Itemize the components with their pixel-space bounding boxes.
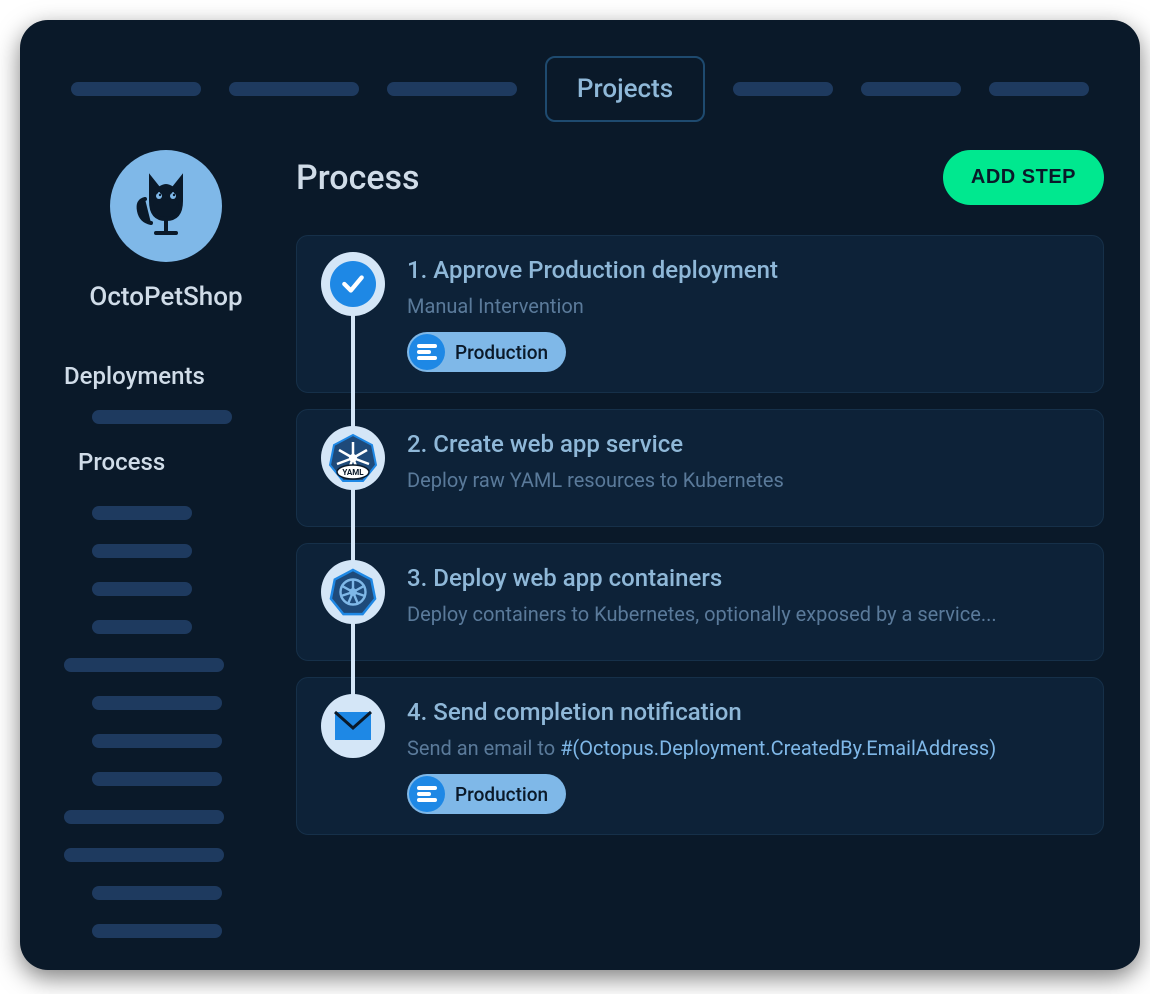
environment-chip[interactable]: Production xyxy=(407,774,566,814)
main-content: Process ADD STEP 1. Approve Production d… xyxy=(296,150,1104,962)
svg-text:YAML: YAML xyxy=(342,468,364,477)
step-title: 3. Deploy web app containers xyxy=(407,564,1083,592)
add-step-button[interactable]: ADD STEP xyxy=(943,150,1104,205)
sidebar-placeholder xyxy=(92,924,222,938)
step-subtitle: Deploy containers to Kubernetes, optiona… xyxy=(407,602,1083,626)
app-window: Projects OctoPetShop Deployments Process xyxy=(20,20,1140,970)
cat-icon xyxy=(131,171,201,241)
sidebar-placeholder xyxy=(92,734,222,748)
project-logo xyxy=(110,150,222,262)
step-subtitle: Send an email to #(Octopus.Deployment.Cr… xyxy=(407,736,1083,760)
page-title: Process xyxy=(296,158,420,198)
environment-chip-label: Production xyxy=(455,783,548,806)
step-card[interactable]: 1. Approve Production deployment Manual … xyxy=(296,235,1104,393)
step-title: 2. Create web app service xyxy=(407,430,1083,458)
nav-placeholder xyxy=(989,82,1089,96)
sidebar-placeholder xyxy=(92,620,192,634)
step-title: 1. Approve Production deployment xyxy=(407,256,1083,284)
step-subtitle: Deploy raw YAML resources to Kubernetes xyxy=(407,468,1083,492)
scope-icon xyxy=(409,334,445,370)
check-icon xyxy=(340,271,366,297)
nav-tab-projects[interactable]: Projects xyxy=(545,56,705,122)
nav-placeholder xyxy=(229,82,359,96)
kubernetes-yaml-icon: YAML xyxy=(327,432,379,484)
nav-placeholder xyxy=(733,82,833,96)
sidebar-placeholder xyxy=(92,544,192,558)
project-name: OctoPetShop xyxy=(56,282,276,312)
step-card[interactable]: 4. Send completion notification Send an … xyxy=(296,677,1104,835)
sidebar-placeholder xyxy=(92,696,222,710)
step-icon-wrap xyxy=(321,694,385,758)
top-nav: Projects xyxy=(56,56,1104,122)
environment-chip-label: Production xyxy=(455,341,548,364)
step-icon-wrap xyxy=(321,252,385,316)
sidebar-placeholder xyxy=(92,772,222,786)
step-card[interactable]: YAML 2. Create web app service Deploy ra… xyxy=(296,409,1104,527)
kubernetes-icon xyxy=(328,567,378,617)
sidebar-placeholder xyxy=(92,582,192,596)
nav-placeholder xyxy=(387,82,517,96)
mail-icon xyxy=(333,710,373,742)
environment-chip[interactable]: Production xyxy=(407,332,566,372)
sidebar-placeholder xyxy=(92,506,192,520)
step-icon-wrap: YAML xyxy=(321,426,385,490)
nav-placeholder xyxy=(71,82,201,96)
step-connector xyxy=(351,295,355,725)
sidebar-item-process[interactable]: Process xyxy=(56,448,276,476)
scope-icon xyxy=(409,776,445,812)
step-card[interactable]: 3. Deploy web app containers Deploy cont… xyxy=(296,543,1104,661)
sidebar: OctoPetShop Deployments Process xyxy=(56,150,276,962)
step-icon-wrap xyxy=(321,560,385,624)
step-subtitle: Manual Intervention xyxy=(407,294,1083,318)
sidebar-placeholder xyxy=(64,810,224,824)
steps-list: 1. Approve Production deployment Manual … xyxy=(296,235,1104,835)
sidebar-placeholder xyxy=(92,886,222,900)
sidebar-placeholder xyxy=(64,848,224,862)
sidebar-placeholder xyxy=(92,410,232,424)
sidebar-placeholder xyxy=(64,658,224,672)
sidebar-section-deployments[interactable]: Deployments xyxy=(56,362,276,390)
step-title: 4. Send completion notification xyxy=(407,698,1083,726)
nav-placeholder xyxy=(861,82,961,96)
